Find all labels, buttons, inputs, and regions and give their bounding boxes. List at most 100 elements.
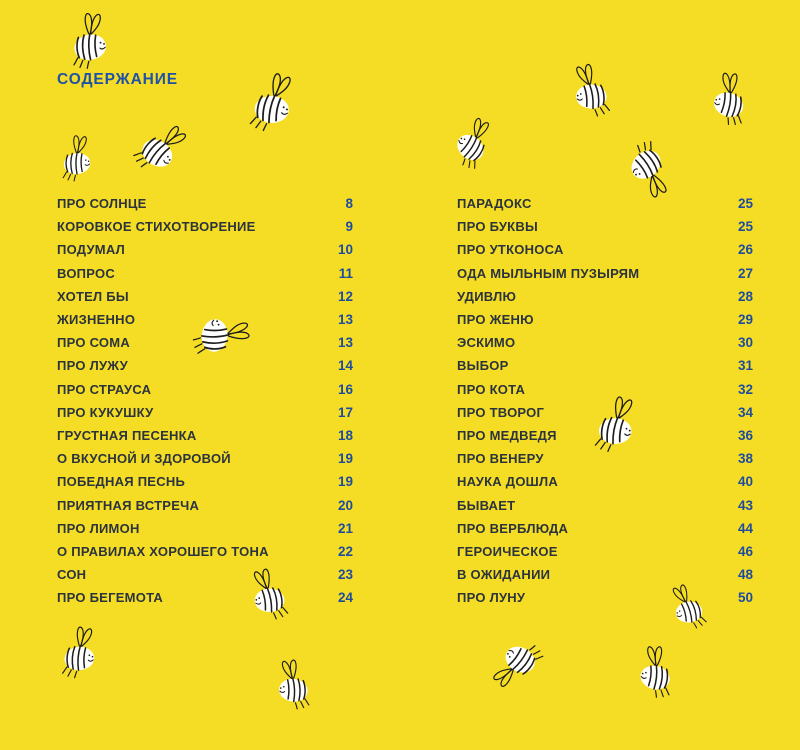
toc-entry: НАУКА ДОШЛА 40 — [457, 470, 753, 493]
toc-entry-page-number: 40 — [737, 474, 753, 490]
toc-entry: ПАРАДОКС 25 — [457, 192, 753, 215]
toc-entry-page-number: 20 — [337, 497, 353, 513]
toc-entry: ПРО ЖЕНЮ 29 — [457, 308, 753, 331]
toc-entry-title: О ПРАВИЛАХ ХОРОШЕГО ТОНА — [57, 543, 269, 559]
toc-entry-title: ПРО ВЕРБЛЮДА — [457, 520, 569, 536]
toc-entry-title: ПРО ЛУЖУ — [57, 358, 128, 374]
toc-entry: ПРО БЕГЕМОТА 24 — [57, 586, 353, 609]
toc-entry-title: ХОТЕЛ БЫ — [57, 288, 129, 304]
toc-entry-page-number: 9 — [345, 219, 353, 235]
toc-entry-title: ПРО БЕГЕМОТА — [57, 590, 164, 606]
toc-entry-title: ЭСКИМО — [457, 335, 516, 351]
toc-entry-page-number: 32 — [737, 381, 753, 397]
toc-entry-title: ПОБЕДНАЯ ПЕСНЬ — [57, 474, 186, 490]
page-title: СОДЕРЖАНИЕ — [57, 71, 179, 88]
toc-entry: ПРО УТКОНОСА 26 — [457, 238, 753, 261]
toc-entry: ГРУСТНАЯ ПЕСЕНКА 18 — [57, 424, 353, 447]
toc-entry-page-number: 14 — [337, 358, 353, 374]
toc-entry-title: УДИВЛЮ — [457, 288, 517, 304]
toc-entry: ПРО КОТА 32 — [457, 378, 753, 401]
toc-entry-page-number: 17 — [337, 404, 353, 420]
toc-entry: ПРО БУКВЫ 25 — [457, 215, 753, 238]
toc-entry-title: ПРО КУКУШКУ — [57, 404, 154, 420]
toc-entry: ХОТЕЛ БЫ 12 — [57, 285, 353, 308]
toc-entry-page-number: 25 — [737, 196, 753, 212]
toc-entry-title: КОРОВКОЕ СТИХОТВОРЕНИЕ — [57, 219, 256, 235]
toc-entry-page-number: 44 — [737, 520, 753, 536]
toc-entry-title: ЖИЗНЕННО — [57, 312, 136, 328]
toc-entry-page-number: 19 — [337, 474, 353, 490]
bee-icon — [570, 62, 611, 119]
toc-entry-page-number: 31 — [737, 358, 753, 374]
toc-entry: ПРО ЛУЖУ 14 — [57, 354, 353, 377]
bee-icon — [708, 69, 752, 128]
toc-entry-page-number: 43 — [737, 497, 753, 513]
toc-entry-title: ПРО СОЛНЦЕ — [57, 196, 147, 212]
toc-entry-title: ПРО ЛИМОН — [57, 520, 140, 536]
bee-icon — [130, 115, 192, 181]
toc-entry: ГЕРОИЧЕСКОЕ 46 — [457, 540, 753, 563]
toc-entry-title: ВОПРОС — [57, 265, 116, 281]
toc-entry-title: БЫВАЕТ — [457, 497, 516, 513]
toc-entry: ЭСКИМО 30 — [457, 331, 753, 354]
toc-entry-page-number: 48 — [737, 567, 753, 583]
toc-entry-page-number: 12 — [337, 288, 353, 304]
toc-entry-page-number: 28 — [737, 288, 753, 304]
toc-entry-page-number: 11 — [338, 265, 353, 281]
toc-entry-title: В ОЖИДАНИИ — [457, 567, 551, 583]
toc-entry: ВОПРОС 11 — [57, 262, 353, 285]
toc-entry-page-number: 50 — [737, 590, 753, 606]
toc-entry: ПРО СОЛНЦЕ 8 — [57, 192, 353, 215]
toc-entry-page-number: 18 — [337, 427, 353, 443]
toc-column-left: ПРО СОЛНЦЕ 8 КОРОВКОЕ СТИХОТВОРЕНИЕ 9 ПОДУМА… — [57, 192, 353, 609]
toc-entry: УДИВЛЮ 28 — [457, 285, 753, 308]
toc-entry-page-number: 13 — [337, 312, 353, 328]
toc-entry-page-number: 21 — [337, 520, 353, 536]
toc-entry: В ОЖИДАНИИ 48 — [457, 563, 753, 586]
toc-entry-page-number: 29 — [737, 312, 753, 328]
toc-entry-title: ОДА МЫЛЬНЫМ ПУЗЫРЯМ — [457, 265, 640, 281]
toc-entry-title: ПРО ЖЕНЮ — [457, 312, 534, 328]
toc-entry: ПРО СТРАУСА 16 — [57, 378, 353, 401]
toc-entry: ПРО ЛИМОН 21 — [57, 517, 353, 540]
toc-entry-title: ПРО ЛУНУ — [457, 590, 526, 606]
toc-entry-title: ПРО БУКВЫ — [457, 219, 538, 235]
toc-entry-page-number: 27 — [737, 265, 753, 281]
toc-entry-page-number: 26 — [737, 242, 753, 258]
toc-entry-title: ПРО УТКОНОСА — [457, 242, 564, 258]
toc-entry-title: ПРО ВЕНЕРУ — [457, 451, 544, 467]
bee-icon — [277, 659, 310, 710]
toc-entry-title: ПАРАДОКС — [457, 196, 532, 212]
bee-icon — [446, 113, 502, 173]
toc-entry-title: ПРО МЕДВЕДЯ — [457, 427, 557, 443]
bee-icon — [487, 633, 546, 697]
toc-entry: ВЫБОР 31 — [457, 354, 753, 377]
toc-entry: ОДА МЫЛЬНЫМ ПУЗЫРЯМ 27 — [457, 262, 753, 285]
toc-entry-title: ПОДУМАЛ — [57, 242, 126, 258]
toc-entry: БЫВАЕТ 43 — [457, 493, 753, 516]
toc-entry-page-number: 25 — [737, 219, 753, 235]
toc-entry-page-number: 8 — [345, 196, 353, 212]
bee-icon — [248, 69, 297, 136]
toc-entry-page-number: 23 — [337, 567, 353, 583]
toc-entry: ПРО КУКУШКУ 17 — [57, 401, 353, 424]
bee-icon — [61, 134, 93, 183]
toc-entry: О ВКУСНОЙ И ЗДОРОВОЙ 19 — [57, 447, 353, 470]
toc-entry-page-number: 30 — [737, 335, 753, 351]
toc-entry: ПРО ЛУНУ 50 — [457, 586, 753, 609]
toc-entry: О ПРАВИЛАХ ХОРОШЕГО ТОНА 22 — [57, 540, 353, 563]
toc-entry-title: ВЫБОР — [457, 358, 509, 374]
toc-entry-page-number: 46 — [737, 543, 753, 559]
bee-icon — [69, 11, 110, 71]
toc-entry-title: СОН — [57, 567, 87, 583]
bee-icon — [636, 643, 677, 700]
toc-entry-page-number: 10 — [337, 242, 353, 258]
toc-entry-page-number: 16 — [337, 381, 353, 397]
toc-entry: ПРИЯТНАЯ ВСТРЕЧА 20 — [57, 493, 353, 516]
toc-entry-title: ПРИЯТНАЯ ВСТРЕЧА — [57, 497, 200, 513]
toc-entry-title: ПРО КОТА — [457, 381, 526, 397]
toc-entry: ПРО ТВОРОГ 34 — [457, 401, 753, 424]
toc-entry: ПРО ВЕРБЛЮДА 44 — [457, 517, 753, 540]
toc-entry-title: ПРО ТВОРОГ — [457, 404, 545, 420]
